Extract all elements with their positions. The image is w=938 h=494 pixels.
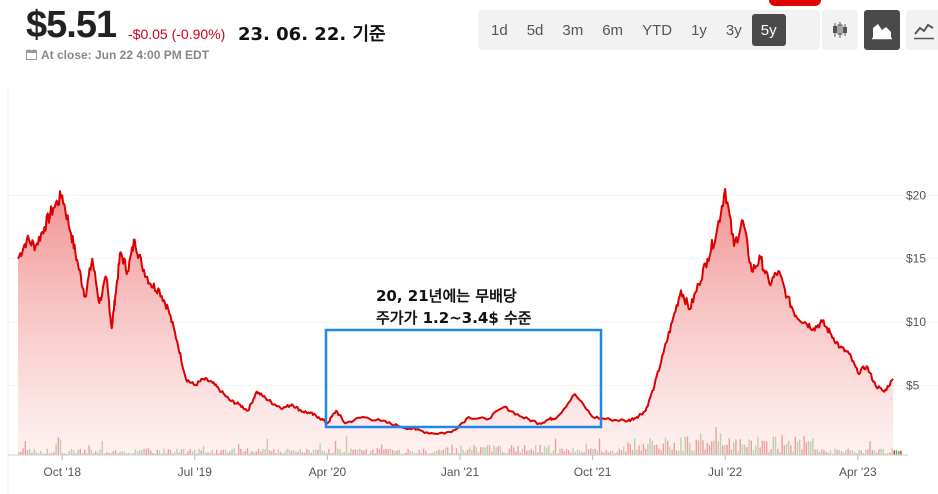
volume-bar — [900, 450, 902, 455]
range-selector: 1d 5d 3m 6m YTD 1y 3y 5y — [478, 10, 820, 50]
volume-bar — [895, 450, 898, 455]
price-line — [17, 188, 894, 435]
price-change: -$0.05 (-0.90%) — [128, 26, 226, 42]
close-time-text: At close: Jun 22 4:00 PM EDT — [41, 48, 210, 62]
volume-bar — [898, 451, 900, 455]
range-3y-button[interactable]: 3y — [725, 21, 742, 39]
highlight-marker — [769, 0, 821, 6]
x-tick-label: Apr '20 — [309, 465, 347, 479]
annotation-line-2: 주가가 1.2~3.4$ 수준 — [376, 309, 532, 327]
x-tick-label: Oct '21 — [574, 465, 612, 479]
range-5y-button[interactable]: 5y — [751, 14, 786, 46]
range-1y-button[interactable]: 1y — [691, 21, 707, 39]
y-tick-label: $20 — [906, 188, 926, 202]
x-tick-label: Jul '19 — [178, 465, 213, 479]
y-tick-label: $10 — [906, 315, 926, 329]
x-axis-ticks: Oct '18 Jul '19 Apr '20 Jan '21 Oct '21 Jul '… — [43, 455, 877, 479]
candlestick-icon — [833, 22, 847, 38]
as-of-note: 23. 06. 22. 기준 — [238, 24, 386, 45]
line-chart-button[interactable] — [906, 10, 938, 50]
close-time: At close: Jun 22 4:00 PM EDT — [26, 48, 209, 62]
x-tick-label: Jul '22 — [708, 465, 743, 479]
volume-bar — [893, 450, 895, 455]
range-6m-button[interactable]: 6m — [602, 21, 624, 39]
annotation-box — [324, 328, 603, 429]
price-area — [18, 189, 894, 455]
range-1d-button[interactable]: 1d — [491, 21, 508, 39]
range-5d-button[interactable]: 5d — [526, 21, 544, 39]
current-price: $5.51 — [26, 4, 117, 46]
mountain-chart-icon — [872, 24, 892, 40]
range-ytd-button[interactable]: YTD — [642, 21, 673, 39]
y-axis-ticks: $20 $15 $10 $5 — [906, 188, 926, 392]
x-tick-label: Oct '18 — [43, 465, 81, 479]
y-tick-label: $5 — [906, 378, 920, 392]
x-tick-label: Apr '23 — [839, 465, 877, 479]
line-chart-icon — [914, 23, 934, 40]
annotation-line-1: 20, 21년에는 무배당 — [376, 287, 517, 305]
y-tick-label: $15 — [906, 252, 926, 266]
range-3m-button[interactable]: 3m — [562, 21, 584, 39]
x-tick-label: Jan '21 — [441, 465, 480, 479]
candlestick-button[interactable] — [822, 10, 858, 50]
mountain-chart-button[interactable] — [864, 10, 900, 50]
calendar-icon — [26, 49, 37, 60]
